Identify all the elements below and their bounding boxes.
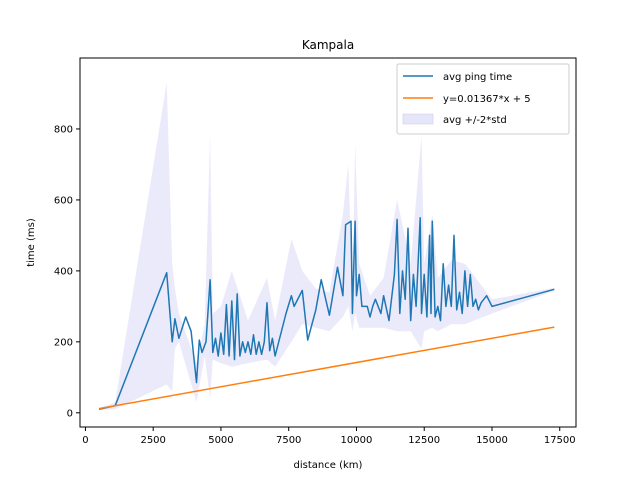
y-axis-label: time (ms) — [26, 218, 37, 267]
axes-frame — [79, 57, 577, 428]
x-tick-label: 7500 — [276, 435, 301, 446]
y-tick-label: 600 — [54, 195, 73, 206]
legend-swatch-band — [402, 113, 434, 125]
plot-area — [98, 82, 555, 411]
y-tick-label: 400 — [54, 266, 73, 277]
x-tick-label: 15000 — [476, 435, 508, 446]
x-tick-label: 12500 — [408, 435, 440, 446]
avg-ping-line — [98, 216, 555, 411]
legend: avg ping time y=0.01367*x + 5 avg +/-2*s… — [396, 63, 570, 135]
fit-line — [98, 326, 555, 410]
y-tick-label: 800 — [54, 124, 73, 135]
y-tick-label: 200 — [54, 337, 73, 348]
y-axis: 0 200 400 600 800 — [54, 124, 80, 419]
y-tick-label: 0 — [67, 408, 73, 419]
legend-box — [396, 63, 570, 135]
x-axis: 0 2500 5000 7500 10000 12500 15000 17500 — [82, 427, 576, 446]
x-tick-label: 10000 — [341, 435, 373, 446]
legend-label-fit: y=0.01367*x + 5 — [443, 94, 531, 105]
x-axis-label: distance (km) — [294, 460, 363, 471]
std-band — [99, 82, 555, 411]
x-tick-label: 0 — [82, 435, 88, 446]
legend-label-avg-ping: avg ping time — [443, 72, 512, 83]
chart-title: Kampala — [302, 38, 354, 52]
x-tick-label: 5000 — [208, 435, 233, 446]
x-tick-label: 17500 — [544, 435, 576, 446]
legend-label-band: avg +/-2*std — [443, 115, 507, 126]
x-tick-label: 2500 — [140, 435, 165, 446]
